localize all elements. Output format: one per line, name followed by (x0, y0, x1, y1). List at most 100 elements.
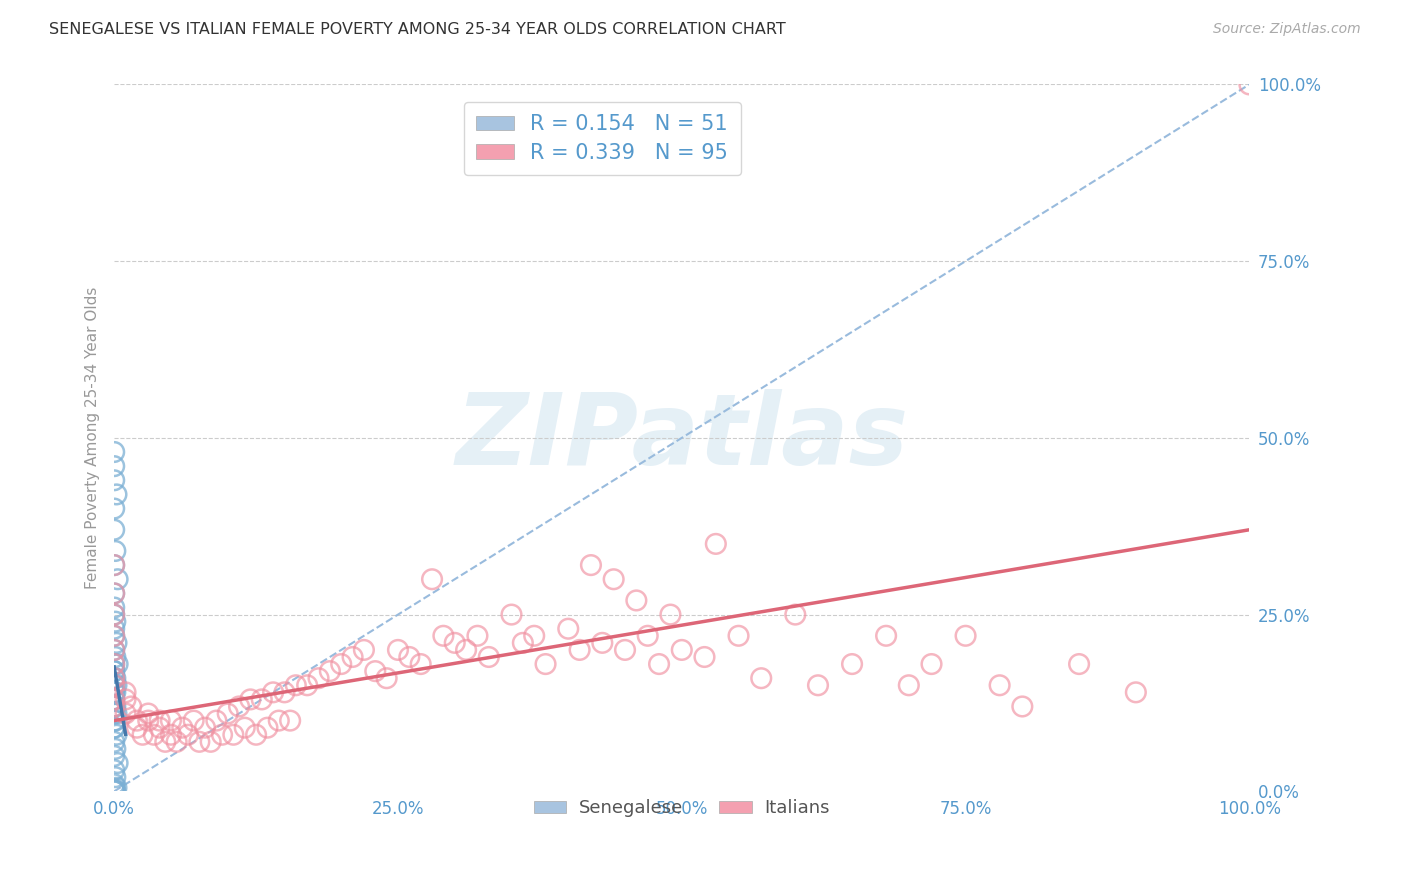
Point (233, 721, 256, 735)
Point (104, 615, 127, 629)
Point (875, 629, 897, 643)
Point (103, 748, 125, 763)
Point (841, 657, 863, 671)
Point (136, 714, 159, 728)
Point (104, 650, 127, 665)
Point (205, 714, 228, 728)
Point (103, 782, 125, 797)
Point (103, 622, 125, 636)
Point (142, 728, 165, 742)
Point (105, 487, 128, 501)
Point (534, 657, 557, 671)
Point (364, 664, 387, 678)
Point (785, 607, 807, 622)
Point (211, 728, 233, 742)
Point (267, 714, 290, 728)
Point (103, 784, 125, 798)
Point (103, 692, 125, 706)
Point (557, 622, 579, 636)
Point (103, 678, 125, 692)
Point (103, 657, 125, 671)
Point (103, 735, 125, 749)
Text: ZIPatlas: ZIPatlas (456, 390, 908, 486)
Point (104, 685, 127, 699)
Point (245, 728, 267, 742)
Point (103, 784, 125, 798)
Point (704, 537, 727, 551)
Point (256, 721, 278, 735)
Point (409, 657, 432, 671)
Point (239, 692, 262, 706)
Point (648, 657, 671, 671)
Point (568, 643, 591, 657)
Point (467, 629, 489, 643)
Point (188, 735, 211, 749)
Point (398, 650, 420, 665)
Point (955, 629, 977, 643)
Point (103, 643, 125, 657)
Point (104, 742, 127, 756)
Point (749, 671, 772, 685)
Point (103, 692, 125, 706)
Y-axis label: Female Poverty Among 25-34 Year Olds: Female Poverty Among 25-34 Year Olds (86, 286, 100, 589)
Point (1011, 699, 1033, 714)
Point (114, 685, 136, 699)
Point (103, 699, 125, 714)
Point (512, 636, 534, 650)
Point (375, 671, 398, 685)
Point (217, 706, 239, 721)
Point (104, 770, 127, 784)
Point (308, 671, 330, 685)
Point (103, 671, 125, 685)
Point (183, 714, 205, 728)
Point (693, 650, 716, 665)
Point (807, 678, 830, 692)
Point (103, 721, 125, 735)
Point (602, 572, 624, 586)
Point (136, 706, 159, 721)
Point (921, 657, 943, 671)
Point (166, 735, 188, 749)
Point (228, 699, 250, 714)
Point (104, 783, 127, 797)
Point (172, 721, 194, 735)
Legend: Senegalese, Italians: Senegalese, Italians (526, 792, 837, 825)
Point (103, 607, 125, 622)
Point (420, 572, 443, 586)
Point (1125, 685, 1147, 699)
Point (103, 678, 125, 692)
Point (114, 692, 136, 706)
Point (478, 650, 501, 665)
Point (330, 657, 353, 671)
Point (131, 728, 153, 742)
Point (103, 671, 125, 685)
Point (107, 572, 129, 586)
Point (103, 706, 125, 721)
Point (103, 721, 125, 735)
Point (155, 735, 177, 749)
Point (107, 756, 129, 770)
Point (103, 664, 125, 678)
Point (107, 657, 129, 671)
Point (579, 558, 602, 573)
Point (659, 607, 682, 622)
Point (897, 678, 920, 692)
Point (160, 728, 183, 742)
Point (626, 593, 648, 607)
Point (105, 728, 128, 742)
Point (200, 735, 222, 749)
Point (501, 607, 523, 622)
Text: Source: ZipAtlas.com: Source: ZipAtlas.com (1213, 22, 1361, 37)
Point (456, 643, 478, 657)
Point (194, 721, 217, 735)
Point (523, 629, 546, 643)
Point (103, 523, 125, 537)
Point (319, 664, 342, 678)
Point (103, 558, 125, 573)
Point (103, 501, 125, 516)
Point (614, 643, 637, 657)
Point (637, 629, 659, 643)
Point (104, 699, 127, 714)
Point (103, 459, 125, 474)
Point (278, 714, 301, 728)
